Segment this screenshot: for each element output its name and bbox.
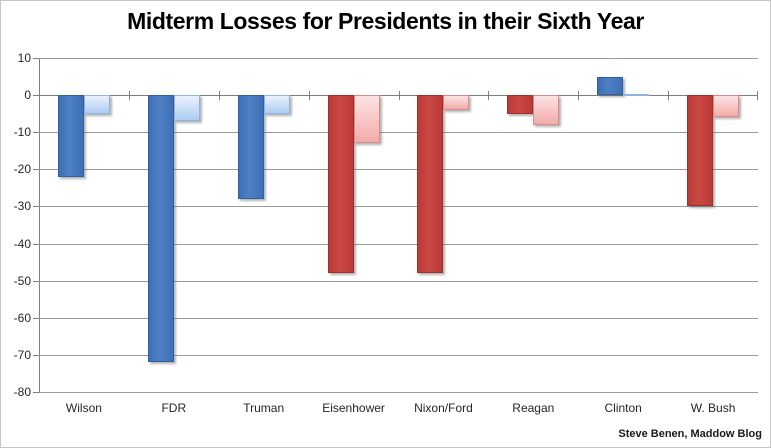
bar-truman-light: [263, 95, 290, 114]
y-axis-tick-label: -50: [13, 273, 31, 288]
gridline--10: [39, 132, 758, 134]
y-axis-tick-label: 0: [24, 88, 31, 103]
bar-truman-dark: [237, 95, 264, 200]
bar-fdr-dark: [147, 95, 174, 363]
y-tick--50: [33, 280, 39, 282]
y-tick-10: [33, 58, 39, 59]
gridline--70: [39, 354, 758, 356]
category-tick: [218, 91, 220, 101]
y-tick--10: [33, 132, 39, 134]
bar-fdr-light: [173, 95, 200, 122]
gridline--20: [39, 169, 758, 171]
x-axis-label-nixon-ford: Nixon/Ford: [414, 401, 473, 415]
bar-eisenhower-light: [353, 95, 380, 144]
y-axis-tick-label: 10: [17, 51, 31, 65]
bar-w-bush-dark: [687, 95, 714, 207]
category-tick: [578, 91, 580, 101]
bar-nixon-ford-dark: [417, 95, 444, 274]
y-axis-tick-label: -20: [13, 162, 31, 177]
y-tick--60: [33, 317, 39, 319]
y-axis-tick-label: -40: [13, 236, 31, 251]
y-axis-tick-label: -70: [13, 347, 31, 362]
y-axis-tick-label: -60: [13, 310, 31, 325]
gridline--50: [39, 280, 758, 282]
category-tick: [398, 91, 400, 101]
x-axis-label-w-bush: W. Bush: [690, 401, 736, 415]
bar-clinton-dark: [597, 76, 624, 96]
y-axis-tick-label: -80: [13, 385, 31, 399]
bar-nixon-ford-light: [443, 95, 470, 110]
bar-clinton-light: [623, 94, 650, 97]
category-tick: [39, 91, 40, 101]
bar-reagan-light: [533, 95, 560, 125]
y-tick--30: [33, 206, 39, 208]
bar-eisenhower-dark: [327, 95, 354, 274]
gridline--80: [39, 392, 758, 393]
category-tick: [308, 91, 310, 101]
gridline--30: [39, 206, 758, 208]
y-tick--80: [33, 392, 39, 393]
x-axis-label-eisenhower: Eisenhower: [322, 401, 385, 415]
x-axis-label-truman: Truman: [243, 401, 285, 415]
bar-wilson-dark: [57, 95, 84, 177]
gridline--60: [39, 317, 758, 319]
y-tick--20: [33, 169, 39, 171]
y-tick--70: [33, 354, 39, 356]
bar-reagan-dark: [507, 95, 534, 114]
y-tick-0: [33, 95, 39, 97]
y-axis-line: [39, 58, 40, 392]
category-tick: [488, 91, 490, 101]
x-axis-label-wilson: Wilson: [65, 401, 102, 415]
x-axis-label-reagan: Reagan: [512, 401, 555, 415]
y-axis-tick-label: -10: [13, 125, 31, 140]
category-tick: [668, 91, 670, 101]
x-axis-label-clinton: Clinton: [604, 401, 642, 415]
bar-w-bush-light: [713, 95, 740, 118]
attribution: Steve Benen, Maddow Blog: [618, 428, 762, 440]
category-tick: [128, 91, 130, 101]
chart-title: Midterm Losses for Presidents in their S…: [127, 8, 644, 34]
category-tick: [757, 91, 758, 101]
plot-area: [39, 58, 758, 393]
gridline-10: [39, 58, 758, 59]
y-axis-tick-label: -30: [13, 199, 31, 214]
x-axis-label-fdr: FDR: [161, 401, 187, 415]
bar-wilson-light: [83, 95, 110, 114]
y-tick--40: [33, 243, 39, 245]
gridline--40: [39, 243, 758, 245]
